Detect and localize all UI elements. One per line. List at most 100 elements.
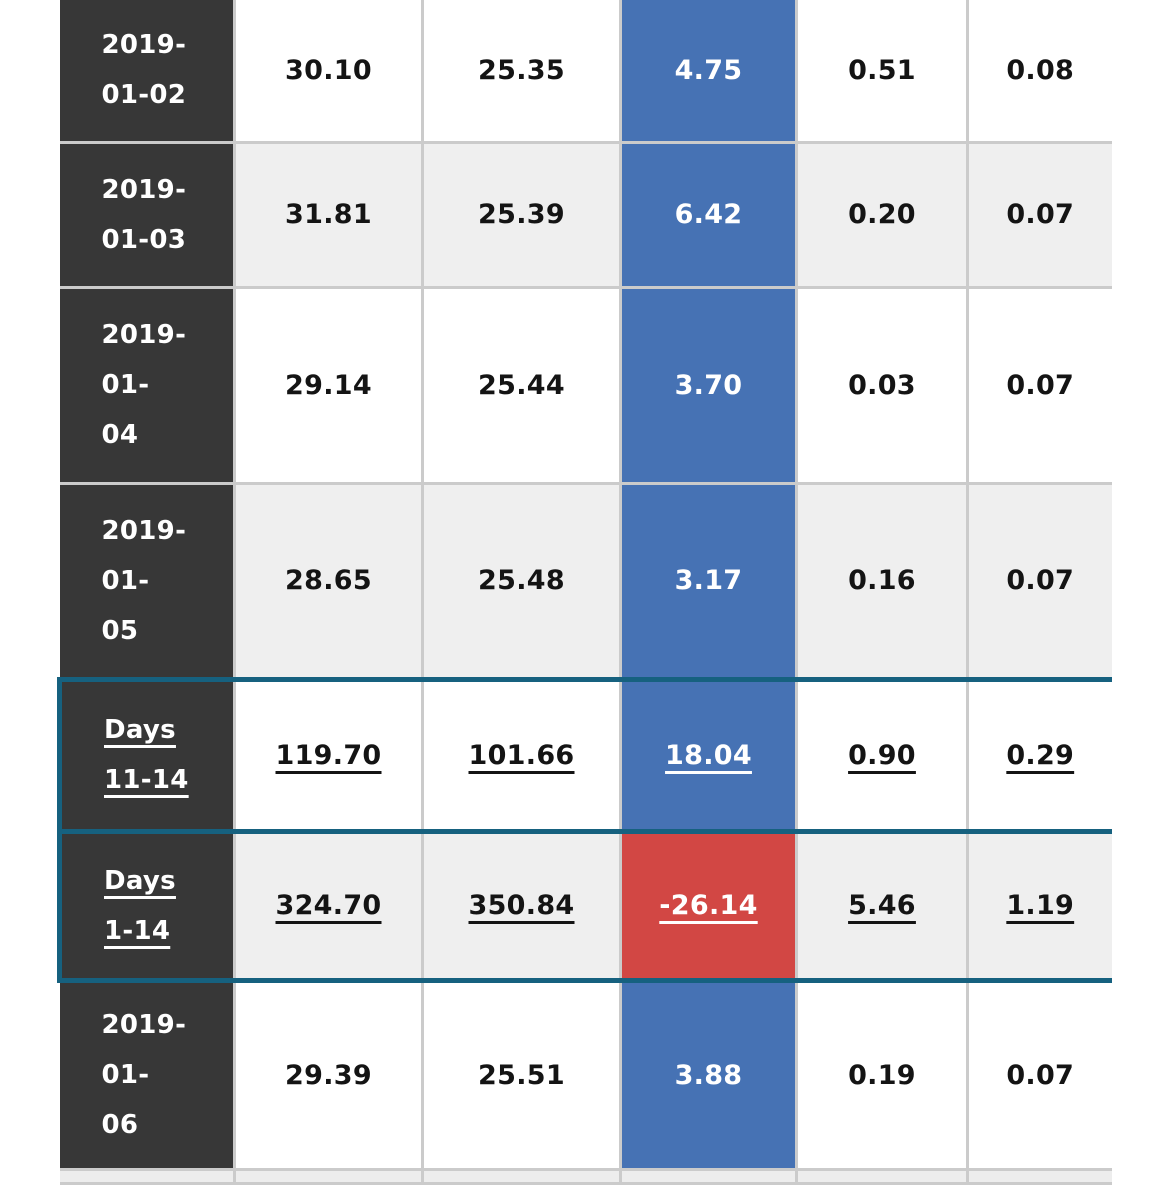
summary-label-cell[interactable]: Days 1-14: [57, 828, 236, 983]
cell-value: 3.70: [674, 369, 743, 401]
value-cell: 0.07: [966, 285, 1112, 485]
value-cell: 0.07: [966, 978, 1112, 1171]
value-cell: 0.07: [966, 481, 1112, 681]
value-cell[interactable]: 5.46: [795, 828, 969, 983]
highlight-cell[interactable]: 18.04: [619, 676, 798, 834]
label-line: 04: [101, 420, 139, 450]
summary-row: Days 11-14 119.70 101.66 18.04 0.90 0.29: [57, 676, 1112, 834]
data-table: 2019- 01-02 30.10 25.35 4.75 0.51 0.08 2019- 01-…: [57, 0, 1112, 1185]
cell-value: -26.14: [659, 890, 758, 921]
value-cell[interactable]: 0.90: [795, 676, 969, 834]
label-line: 01-03: [101, 224, 187, 255]
label-line: 01-: [101, 370, 150, 400]
cell-value: 25.48: [478, 565, 565, 596]
label-line: 05: [101, 615, 139, 646]
value-cell[interactable]: 350.84: [421, 828, 622, 983]
cell-value: 0.03: [848, 369, 916, 401]
cell-value: 0.07: [1006, 1059, 1075, 1091]
label-line: 2019-: [101, 320, 187, 350]
label-line: 2019-: [101, 30, 187, 61]
cell-value: 0.90: [848, 739, 916, 771]
label-line: 2019-: [101, 515, 187, 546]
value-cell[interactable]: 119.70: [233, 676, 424, 834]
cell-value: 0.20: [848, 199, 916, 230]
cell-value: 6.42: [674, 199, 743, 230]
value-cell: 31.81: [233, 140, 424, 289]
value-cell: 25.51: [421, 978, 622, 1171]
summary-row: Days 1-14 324.70 350.84 -26.14 5.46 1.19: [57, 828, 1112, 983]
clipped-cell: [620, 1167, 798, 1185]
value-cell: 0.19: [795, 978, 969, 1171]
cell-value: 5.46: [848, 890, 916, 921]
cell-value: 29.39: [285, 1059, 372, 1091]
label-line: 01-: [101, 565, 150, 596]
value-cell: 0.08: [966, 0, 1112, 144]
value-cell[interactable]: 324.70: [233, 828, 424, 983]
cell-value: 25.35: [478, 54, 565, 86]
cell-value: 1.19: [1006, 890, 1075, 921]
cell-value: 29.14: [285, 369, 372, 401]
cell-value: 0.51: [848, 54, 916, 86]
date-cell: 2019- 01-02: [59, 0, 236, 144]
date-cell: 2019- 01- 05: [59, 481, 236, 681]
cell-value: 0.19: [848, 1059, 916, 1091]
value-cell: 25.35: [421, 0, 622, 144]
cell-value: 25.44: [478, 369, 565, 401]
value-cell[interactable]: 0.29: [966, 676, 1112, 834]
cell-value: 0.08: [1006, 54, 1075, 86]
cell-value: 0.29: [1006, 739, 1075, 771]
value-cell: 0.07: [966, 140, 1112, 289]
cell-value: 25.39: [478, 199, 565, 230]
cell-value: 0.07: [1006, 369, 1075, 401]
clipped-next-row: [59, 1167, 1112, 1185]
value-cell[interactable]: 101.66: [421, 676, 622, 834]
label-line: 2019-: [101, 1010, 187, 1040]
label-line: 01-: [101, 1060, 150, 1090]
label-line: 1-14: [104, 915, 171, 946]
cell-value: 101.66: [468, 739, 575, 771]
cell-value: 119.70: [275, 739, 382, 771]
label-line: Days: [104, 865, 176, 896]
cell-value: 0.07: [1006, 199, 1075, 230]
negative-highlight-cell[interactable]: -26.14: [619, 828, 798, 983]
value-cell: 28.65: [233, 481, 424, 681]
value-cell: 0.03: [795, 285, 969, 485]
clipped-cell: [422, 1167, 622, 1185]
cell-value: 0.07: [1006, 565, 1075, 596]
summary-label-cell[interactable]: Days 11-14: [57, 676, 236, 834]
clipped-cell: [234, 1167, 424, 1185]
cell-value: 18.04: [665, 739, 752, 771]
cell-value: 324.70: [275, 890, 382, 921]
value-cell: 25.39: [421, 140, 622, 289]
clipped-cell: [796, 1167, 969, 1185]
cell-value: 3.17: [674, 565, 743, 596]
value-cell: 30.10: [233, 0, 424, 144]
label-line: Days: [104, 715, 176, 745]
value-cell: 29.14: [233, 285, 424, 485]
table-row: 2019- 01- 05 28.65 25.48 3.17 0.16 0.07: [59, 481, 1112, 681]
table-body: 2019- 01-02 30.10 25.35 4.75 0.51 0.08 2019- 01-…: [57, 0, 1112, 1185]
cell-value: 3.88: [674, 1059, 743, 1091]
value-cell: 0.16: [795, 481, 969, 681]
cell-value: 30.10: [285, 54, 372, 86]
cell-value: 0.16: [848, 565, 916, 596]
label-line: 01-02: [101, 80, 187, 111]
highlight-cell: 3.88: [619, 978, 798, 1171]
value-cell: 0.51: [795, 0, 969, 144]
highlight-cell: 4.75: [619, 0, 798, 144]
highlight-cell: 6.42: [619, 140, 798, 289]
cell-value: 28.65: [285, 565, 372, 596]
highlight-cell: 3.70: [619, 285, 798, 485]
cell-value: 350.84: [468, 890, 575, 921]
table-row: 2019- 01-03 31.81 25.39 6.42 0.20 0.07: [59, 140, 1112, 289]
clipped-cell: [59, 1167, 236, 1185]
value-cell[interactable]: 1.19: [966, 828, 1112, 983]
label-line: 06: [101, 1110, 139, 1140]
clipped-cell: [967, 1167, 1112, 1185]
date-cell: 2019- 01- 06: [59, 978, 236, 1171]
value-cell: 29.39: [233, 978, 424, 1171]
cell-value: 25.51: [478, 1059, 565, 1091]
table-row: 2019- 01- 06 29.39 25.51 3.88 0.19 0.07: [59, 978, 1112, 1171]
table-row: 2019- 01- 04 29.14 25.44 3.70 0.03 0.07: [59, 285, 1112, 485]
